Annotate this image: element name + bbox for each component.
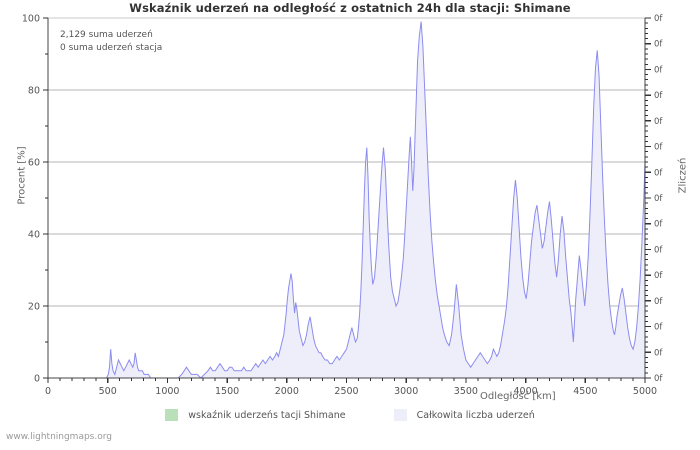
legend-label-total-strokes: Całkowita liczba uderzeń [416, 409, 535, 421]
svg-text:0f: 0f [654, 245, 663, 255]
svg-text:0f: 0f [654, 271, 663, 281]
svg-text:500: 500 [99, 386, 117, 397]
svg-text:80: 80 [28, 86, 40, 97]
svg-text:4500: 4500 [573, 386, 597, 397]
svg-text:0: 0 [45, 386, 51, 397]
svg-text:0f: 0f [654, 117, 663, 127]
legend-swatch-station-rate [165, 409, 179, 421]
svg-text:20: 20 [28, 302, 40, 313]
legend-swatch-total-strokes [393, 409, 407, 421]
y2-axis-label: Zliczeń [677, 157, 689, 194]
legend-item-station-rate: wskaźnik uderzeńs tacji Shimane [165, 409, 346, 421]
svg-text:2000: 2000 [275, 386, 299, 397]
y-axis-label: Procent [%] [16, 146, 28, 205]
svg-text:0f: 0f [654, 323, 663, 333]
chart-annotations: 2,129 suma uderzeń 0 suma uderzeń stacja [60, 29, 162, 55]
svg-text:0f: 0f [654, 194, 663, 204]
svg-text:0f: 0f [654, 143, 663, 153]
svg-text:100: 100 [22, 14, 40, 25]
svg-text:0f: 0f [654, 91, 663, 101]
svg-text:4000: 4000 [514, 386, 538, 397]
footer-attribution: www.lightningmaps.org [6, 432, 112, 442]
svg-text:3000: 3000 [394, 386, 418, 397]
svg-text:0f: 0f [654, 374, 663, 384]
svg-text:1500: 1500 [215, 386, 239, 397]
svg-text:0f: 0f [654, 168, 663, 178]
annotation-station-strokes: 0 suma uderzeń stacja [60, 43, 163, 53]
chart-title: Wskaźnik uderzeń na odległość z ostatnic… [129, 1, 571, 15]
svg-text:1000: 1000 [155, 386, 179, 397]
svg-text:3500: 3500 [454, 386, 478, 397]
svg-text:0f: 0f [654, 65, 663, 75]
svg-text:0f: 0f [654, 220, 663, 230]
svg-text:2500: 2500 [334, 386, 358, 397]
svg-text:0f: 0f [654, 348, 663, 358]
legend-item-total-strokes: Całkowita liczba uderzeń [393, 409, 535, 421]
annotation-total-strokes: 2,129 suma uderzeń [60, 30, 153, 40]
svg-text:0f: 0f [654, 40, 663, 50]
svg-text:0: 0 [34, 374, 40, 385]
svg-text:0f: 0f [654, 297, 663, 307]
chart-legend: wskaźnik uderzeńs tacji Shimane Całkowit… [0, 409, 700, 421]
svg-text:0f: 0f [654, 14, 663, 24]
x-axis-label: Odległość [km] [480, 391, 556, 402]
svg-text:5000: 5000 [633, 386, 657, 397]
svg-text:40: 40 [28, 230, 40, 241]
legend-label-station-rate: wskaźnik uderzeńs tacji Shimane [188, 409, 346, 421]
svg-text:60: 60 [28, 158, 40, 169]
